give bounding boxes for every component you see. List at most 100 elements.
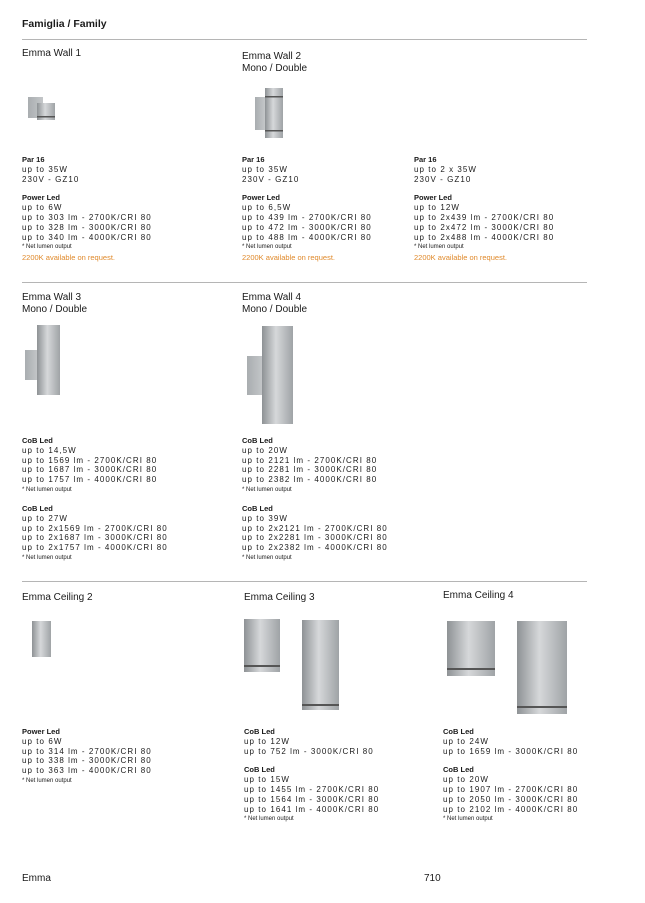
- spec-line: up to 1757 lm - 4000K/CRI 80: [22, 475, 158, 485]
- spec-note: * Net lumen output: [244, 816, 294, 823]
- spec-heading: Power Led: [22, 727, 60, 736]
- spec-note: * Net lumen output: [22, 777, 72, 784]
- spec-line: up to 2x1569 lm - 2700K/CRI 80: [22, 523, 168, 533]
- spec-heading: Power Led: [22, 193, 60, 203]
- spec-line: up to 338 lm - 3000K/CRI 80: [22, 756, 152, 766]
- spec-list: Par 16 up to 35W 230V - GZ10 Power Led up to…: [22, 155, 152, 272]
- spec-block: CoB Led up to 12W up to 752 lm - 3000K/CRI…: [244, 727, 379, 756]
- spec-block: Power Led up to 6W up to 303 lm - 2700K/CR…: [22, 193, 152, 263]
- image-ceiling-2: [32, 621, 51, 657]
- spec-list: Par 16 up to 2 x 35W 230V - GZ10 Power Led u…: [414, 155, 554, 272]
- image-wall-4: [247, 326, 293, 424]
- product-name-line: Emma Ceiling 4: [443, 590, 514, 601]
- spec-line: up to 488 lm - 4000K/CRI 80: [242, 232, 372, 242]
- separator: [22, 282, 587, 283]
- spec-line: up to 1907 lm - 2700K/CRI 80: [443, 785, 579, 795]
- spec-note: * Net lumen output: [22, 244, 72, 251]
- spec-heading: CoB Led: [244, 765, 275, 775]
- spec-line: up to 328 lm - 3000K/CRI 80: [22, 222, 152, 232]
- spec-line: up to 35W: [242, 165, 288, 174]
- spec-note: * Net lumen output: [242, 554, 292, 561]
- spec-list: CoB Led up to 24W up to 1659 lm - 3000K/CR…: [443, 727, 578, 833]
- spec-highlight: 2200K available on request.: [242, 253, 335, 263]
- spec-line: up to 1659 lm - 3000K/CRI 80: [443, 746, 579, 756]
- spec-highlight: 2200K available on request.: [414, 253, 507, 263]
- spec-line: up to 2x439 lm - 2700K/CRI 80: [414, 213, 555, 223]
- product-name: Emma Wall 4 Mono / Double: [242, 292, 307, 316]
- spec-note: * Net lumen output: [242, 244, 292, 251]
- image-ceiling-4: [447, 621, 567, 714]
- spec-block: Par 16 up to 35W 230V - GZ10: [242, 155, 372, 184]
- spec-line: up to 2x2382 lm - 4000K/CRI 80: [242, 542, 388, 552]
- product-name-line: Emma Wall 1: [22, 48, 82, 59]
- product-name: Emma Ceiling 2: [22, 592, 93, 604]
- spec-heading: CoB Led: [244, 727, 275, 736]
- spec-line: up to 2x1687 lm - 3000K/CRI 80: [22, 533, 168, 543]
- spec-line: up to 2x1757 lm - 4000K/CRI 80: [22, 542, 168, 552]
- page-title: Famiglia / Family: [22, 18, 107, 30]
- spec-line: up to 1641 lm - 4000K/CRI 80: [244, 804, 380, 814]
- product-name-line: Emma Wall 4: [242, 292, 302, 303]
- product-name-line: Emma Wall 2: [242, 51, 302, 62]
- separator: [22, 581, 587, 582]
- spec-note: * Net lumen output: [414, 244, 464, 251]
- product-name-line: Mono / Double: [242, 63, 308, 74]
- spec-note: * Net lumen output: [22, 554, 72, 561]
- spec-line: up to 340 lm - 4000K/CRI 80: [22, 232, 152, 242]
- spec-line: up to 439 lm - 2700K/CRI 80: [242, 213, 372, 223]
- spec-line: up to 15W: [244, 775, 290, 785]
- spec-note: * Net lumen output: [22, 486, 72, 493]
- spec-line: up to 6,5W: [242, 203, 292, 213]
- spec-line: up to 314 lm - 2700K/CRI 80: [22, 746, 152, 756]
- spec-line: up to 2x488 lm - 4000K/CRI 80: [414, 232, 555, 242]
- product-name: Emma Wall 1: [22, 48, 81, 60]
- spec-line: 230V - GZ10: [242, 174, 300, 184]
- spec-line: up to 2 x 35W: [414, 165, 478, 174]
- spec-list: CoB Led up to 14,5W up to 1569 lm - 2700K/…: [22, 436, 168, 572]
- spec-line: up to 2x472 lm - 3000K/CRI 80: [414, 222, 555, 232]
- spec-heading: CoB Led: [22, 503, 53, 513]
- spec-line: up to 2281 lm - 3000K/CRI 80: [242, 465, 378, 475]
- spec-block: CoB Led up to 15W up to 1455 lm - 2700K/CR…: [244, 765, 379, 824]
- spec-line: up to 12W: [244, 737, 290, 746]
- spec-block: Par 16 up to 2 x 35W 230V - GZ10: [414, 155, 554, 184]
- spec-line: up to 12W: [414, 203, 460, 213]
- spec-block: Power Led up to 6W up to 314 lm - 2700K/CR…: [22, 727, 152, 786]
- spec-heading: CoB Led: [22, 436, 53, 445]
- footer-label: Emma: [22, 873, 51, 884]
- spec-heading: CoB Led: [242, 436, 273, 445]
- spec-list: CoB Led up to 20W up to 2121 lm - 2700K/CR…: [242, 436, 388, 572]
- spec-block: CoB Led up to 27W up to 2x1569 lm - 2700K/…: [22, 504, 168, 563]
- spec-highlight: 2200K available on request.: [22, 253, 115, 263]
- spec-list: CoB Led up to 12W up to 752 lm - 3000K/CRI…: [244, 727, 379, 833]
- spec-line: up to 472 lm - 3000K/CRI 80: [242, 222, 372, 232]
- spec-line: up to 24W: [443, 737, 489, 746]
- spec-line: up to 752 lm - 3000K/CRI 80: [244, 746, 374, 756]
- spec-block: CoB Led up to 20W up to 2121 lm - 2700K/CR…: [242, 436, 388, 495]
- image-ceiling-3: [244, 619, 339, 710]
- spec-line: up to 6W: [22, 203, 63, 213]
- spec-heading: Power Led: [414, 193, 452, 203]
- spec-line: up to 1569 lm - 2700K/CRI 80: [22, 455, 158, 465]
- image-wall-2: [255, 88, 283, 138]
- spec-line: up to 2x2121 lm - 2700K/CRI 80: [242, 523, 388, 533]
- spec-line: up to 363 lm - 4000K/CRI 80: [22, 766, 152, 776]
- separator: [22, 39, 587, 40]
- product-name-line: Mono / Double: [22, 304, 88, 315]
- spec-block: Par 16 up to 35W 230V - GZ10: [22, 155, 152, 184]
- product-name-line: Emma Ceiling 2: [22, 592, 93, 603]
- spec-heading: Power Led: [242, 193, 280, 203]
- spec-line: up to 20W: [443, 775, 489, 785]
- spec-block: CoB Led up to 39W up to 2x2121 lm - 2700K/…: [242, 504, 388, 563]
- spec-list: Power Led up to 6W up to 314 lm - 2700K/CR…: [22, 727, 152, 795]
- spec-heading: CoB Led: [443, 727, 474, 736]
- spec-line: up to 1564 lm - 3000K/CRI 80: [244, 794, 380, 804]
- image-wall-1: [28, 97, 55, 120]
- spec-note: * Net lumen output: [242, 486, 292, 493]
- spec-heading: Par 16: [242, 155, 265, 164]
- product-name-line: Emma Ceiling 3: [244, 592, 315, 603]
- spec-line: up to 2102 lm - 4000K/CRI 80: [443, 804, 579, 814]
- spec-line: up to 27W: [22, 513, 68, 523]
- spec-heading: CoB Led: [443, 765, 474, 775]
- page-number: 710: [424, 873, 441, 884]
